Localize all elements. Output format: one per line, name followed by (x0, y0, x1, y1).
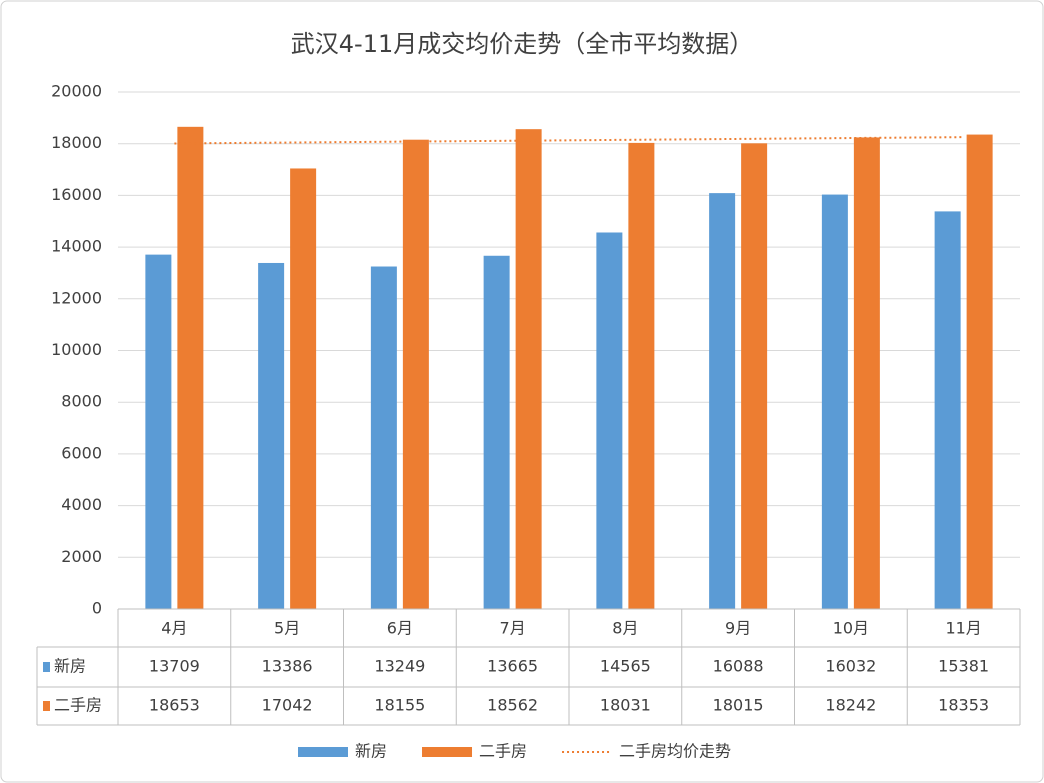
bar (145, 254, 172, 609)
y-tick-label: 12000 (51, 288, 102, 307)
bar (741, 143, 768, 609)
table-legend-key (43, 662, 50, 672)
table-value: 18031 (600, 696, 651, 715)
bar (483, 255, 510, 609)
y-tick-label: 4000 (61, 495, 102, 514)
table-value: 15381 (938, 657, 989, 676)
table-value: 18242 (825, 696, 876, 715)
table-legend-key (43, 701, 50, 711)
x-tick-label: 10月 (833, 619, 869, 638)
legend-key (298, 747, 348, 757)
table-value: 13386 (262, 657, 313, 676)
trend-line (174, 136, 964, 145)
table-value: 16032 (825, 657, 876, 676)
bar (596, 232, 623, 609)
bar (177, 126, 204, 609)
bar (290, 168, 317, 609)
table-value: 18015 (713, 696, 764, 715)
table-value: 14565 (600, 657, 651, 676)
table-value: 16088 (713, 657, 764, 676)
x-tick-label: 6月 (387, 619, 413, 638)
legend-label: 二手房 (479, 742, 527, 761)
table-value: 13709 (149, 657, 200, 676)
y-tick-label: 2000 (61, 547, 102, 566)
legend-key (422, 747, 473, 757)
y-tick-label: 20000 (51, 82, 102, 101)
legend-label: 二手房均价走势 (619, 742, 731, 761)
y-tick-label: 0 (92, 599, 102, 618)
table-row-label: 二手房 (54, 696, 102, 715)
table-value: 13665 (487, 657, 538, 676)
x-tick-label: 9月 (725, 619, 751, 638)
chart-title: 武汉4-11月成交均价走势（全市平均数据） (291, 30, 753, 58)
table-value: 18562 (487, 696, 538, 715)
x-tick-label: 7月 (500, 619, 526, 638)
bar (966, 134, 993, 609)
bar (934, 211, 961, 609)
bar (515, 129, 542, 609)
bar (853, 137, 880, 609)
x-tick-label: 5月 (274, 619, 300, 638)
y-tick-label: 16000 (51, 185, 102, 204)
table-row-label: 新房 (54, 657, 86, 676)
y-tick-label: 14000 (51, 237, 102, 256)
bar (370, 266, 397, 609)
bar (821, 194, 848, 609)
legend-label: 新房 (355, 742, 387, 761)
table-value: 17042 (262, 696, 313, 715)
x-tick-label: 4月 (161, 619, 187, 638)
table-value: 13249 (374, 657, 425, 676)
y-tick-label: 18000 (51, 133, 102, 152)
bar (258, 262, 285, 609)
y-tick-label: 6000 (61, 443, 102, 462)
y-tick-label: 8000 (61, 392, 102, 411)
bar (709, 193, 736, 610)
table-value: 18353 (938, 696, 989, 715)
table-value: 18155 (374, 696, 425, 715)
y-tick-label: 10000 (51, 340, 102, 359)
x-tick-label: 11月 (945, 619, 981, 638)
x-tick-label: 8月 (612, 619, 638, 638)
bar (402, 139, 429, 610)
bar (628, 142, 655, 609)
table-value: 18653 (149, 696, 200, 715)
